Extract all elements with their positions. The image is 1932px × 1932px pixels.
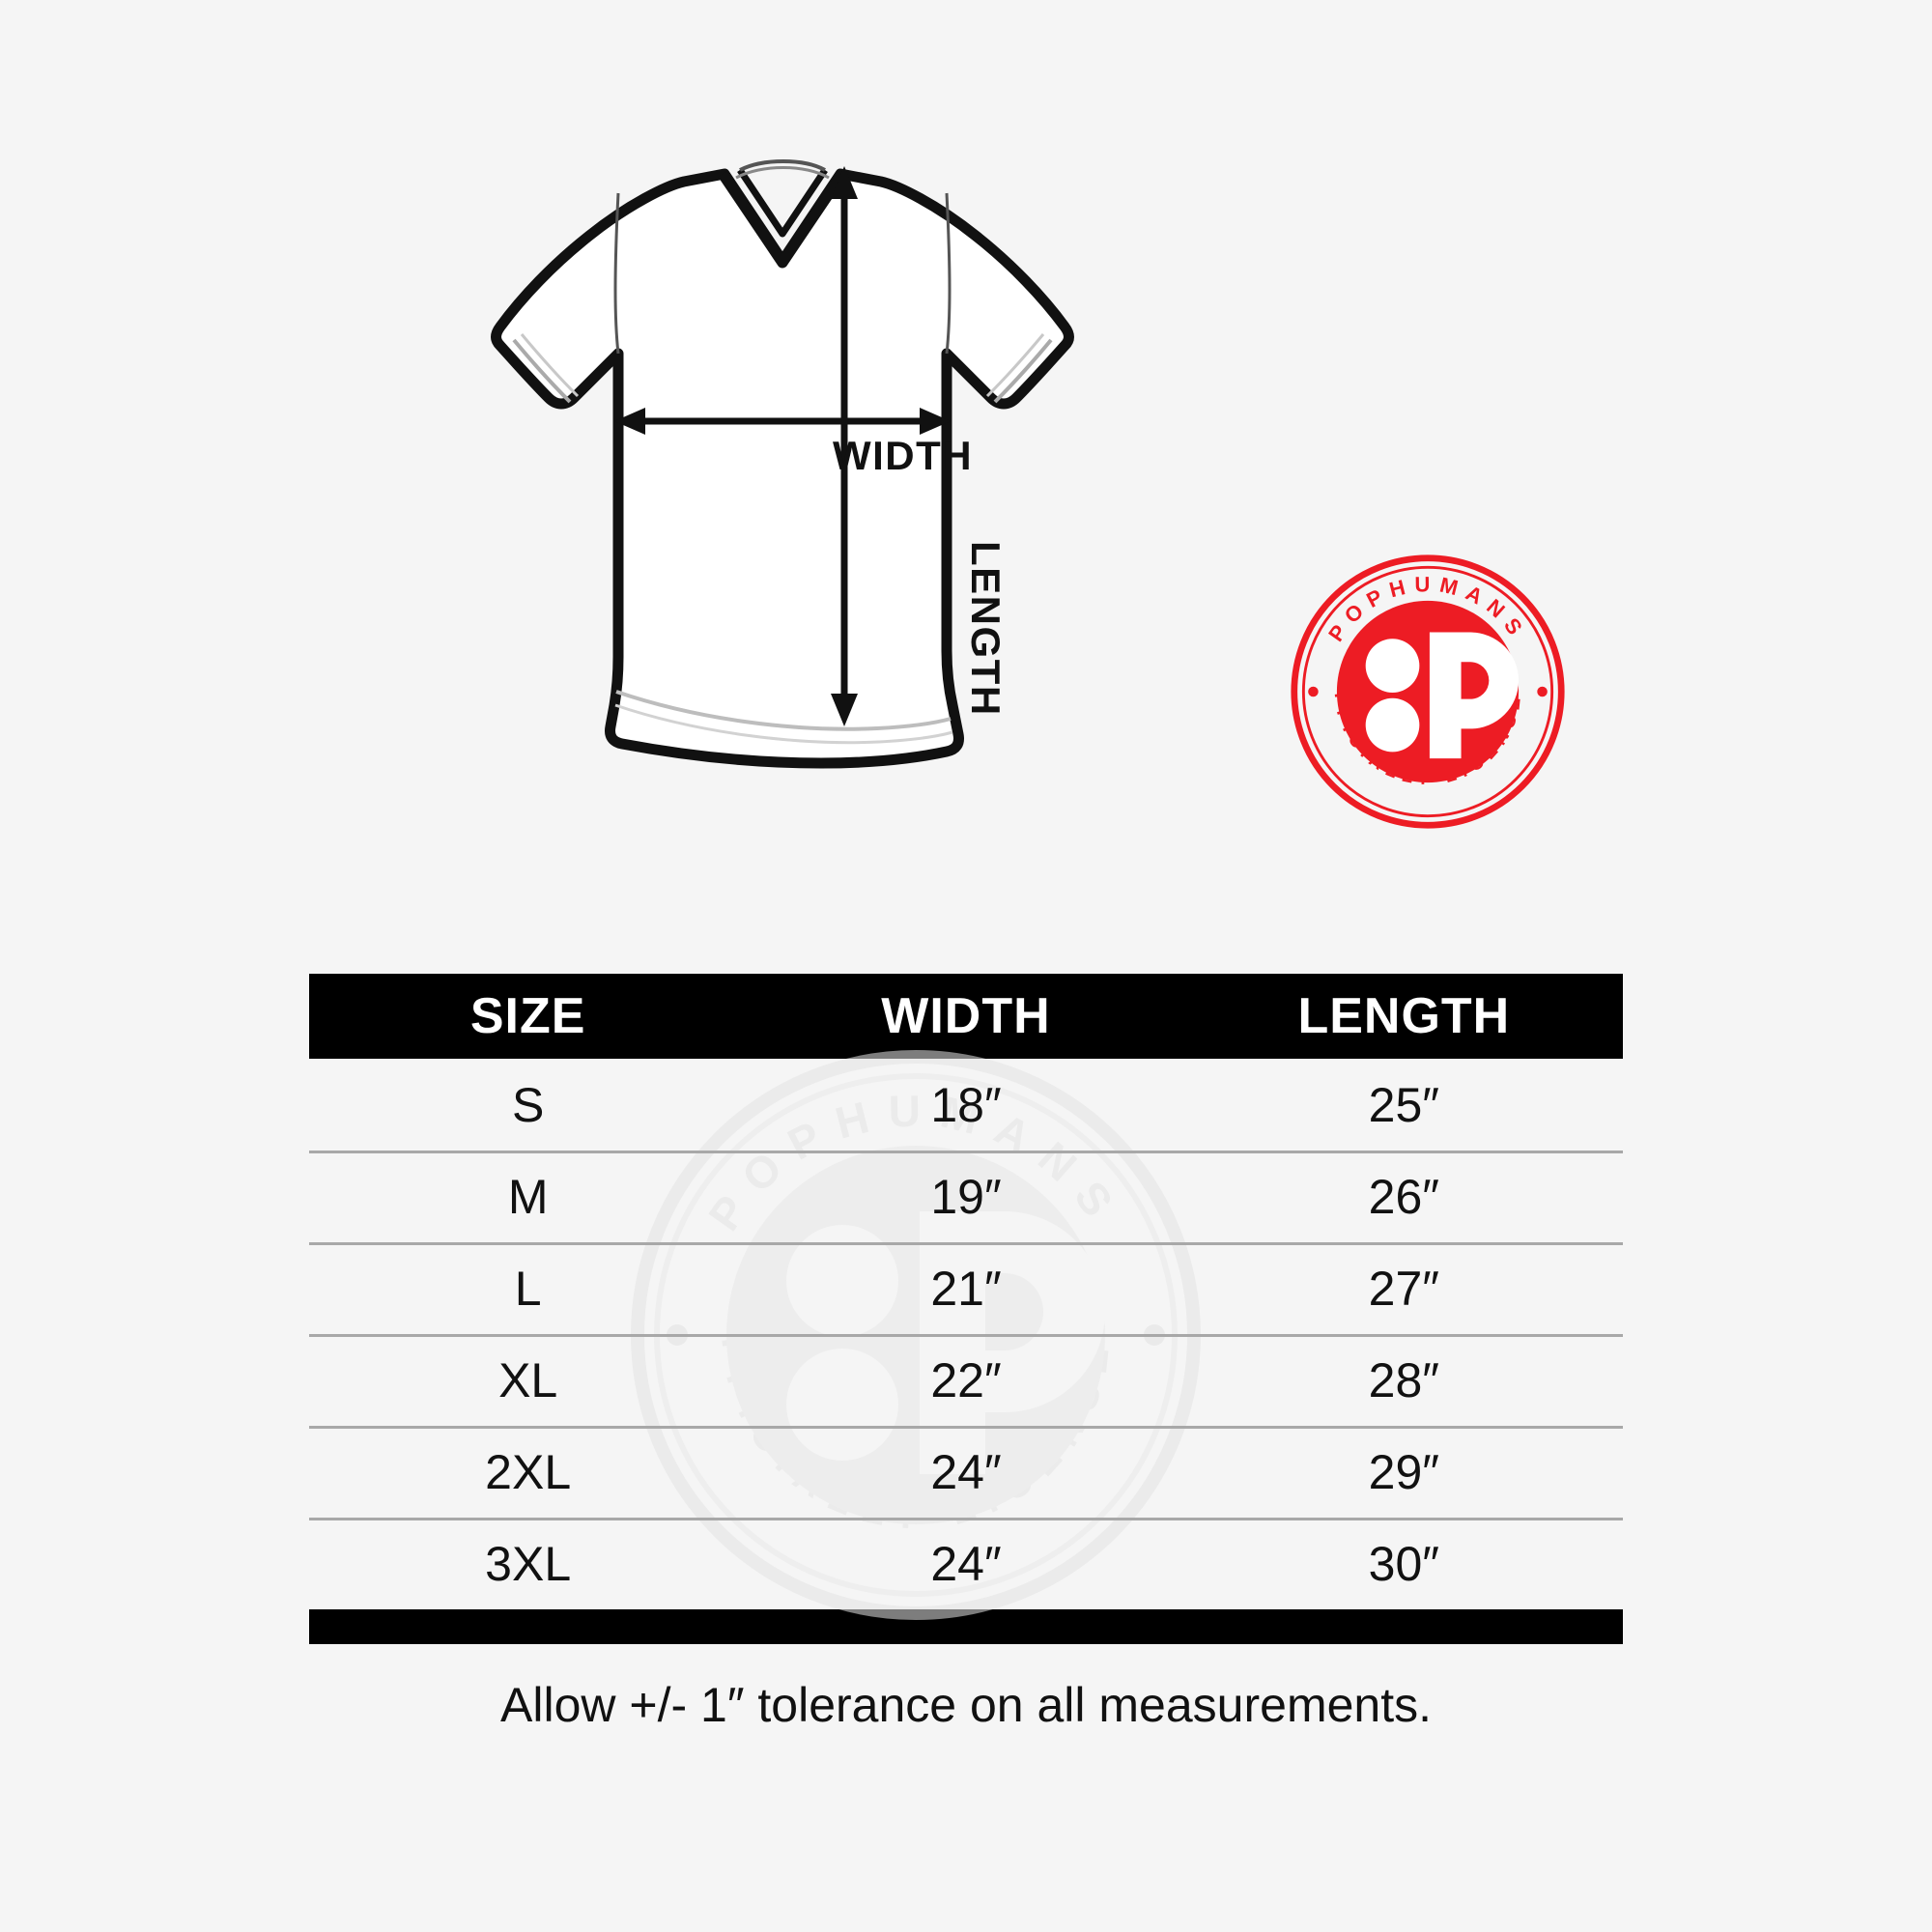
width-dimension-label: WIDTH	[833, 433, 974, 478]
cell-size: L	[514, 1261, 542, 1316]
column-header-length: LENGTH	[1297, 988, 1511, 1044]
cell-width: 19″	[930, 1169, 1002, 1224]
cell-size: 2XL	[485, 1444, 572, 1499]
cell-width: 24″	[930, 1444, 1002, 1499]
table-row: L 21″ 27″	[309, 1242, 1623, 1334]
cell-length: 27″	[1368, 1261, 1439, 1316]
table-footer-bar	[309, 1609, 1623, 1644]
cell-size: XL	[498, 1352, 558, 1407]
badge-dot-right	[1537, 686, 1548, 697]
column-header-size: SIZE	[469, 988, 586, 1044]
column-header-width: WIDTH	[881, 988, 1051, 1044]
cell-length: 25″	[1368, 1077, 1439, 1132]
cell-width: 18″	[930, 1077, 1002, 1132]
pophumans-logo-badge: POPHUMANS OFFICIALLY LICENSED	[1289, 553, 1567, 831]
table-row: M 19″ 26″	[309, 1151, 1623, 1242]
table-row: XL 22″ 28″	[309, 1334, 1623, 1426]
cell-width: 24″	[930, 1536, 1002, 1591]
tolerance-note: Allow +/- 1″ tolerance on all measuremen…	[500, 1678, 1432, 1732]
cell-length: 28″	[1368, 1352, 1439, 1407]
tshirt-outline-icon	[491, 159, 1074, 769]
length-dimension-label: LENGTH	[963, 541, 1009, 717]
size-chart-table: SIZE WIDTH LENGTH S 18″ 25″ M 19″ 26″ L …	[309, 974, 1623, 1644]
table-row: 2XL 24″ 29″	[309, 1426, 1623, 1518]
table-row: S 18″ 25″	[309, 1059, 1623, 1151]
cell-length: 29″	[1368, 1444, 1439, 1499]
cell-size: M	[507, 1169, 549, 1224]
badge-p-counter	[1461, 662, 1490, 699]
badge-outer-ring	[1291, 554, 1565, 829]
badge-dot-lower	[1365, 697, 1420, 753]
cell-size: 3XL	[485, 1536, 572, 1591]
width-dimension-arrow	[614, 408, 951, 435]
badge-dot-upper	[1365, 639, 1420, 693]
badge-dot-left	[1308, 686, 1319, 697]
badge-inner-ring	[1301, 565, 1554, 818]
cell-size: S	[511, 1077, 545, 1132]
cell-length: 26″	[1368, 1169, 1439, 1224]
cell-width: 21″	[930, 1261, 1002, 1316]
length-dimension-arrow	[831, 166, 858, 726]
table-row: 3XL 24″ 30″	[309, 1518, 1623, 1609]
table-header-row: SIZE WIDTH LENGTH	[309, 974, 1623, 1059]
cell-length: 30″	[1368, 1536, 1439, 1591]
tshirt-diagram	[425, 135, 1121, 889]
cell-width: 22″	[930, 1352, 1002, 1407]
